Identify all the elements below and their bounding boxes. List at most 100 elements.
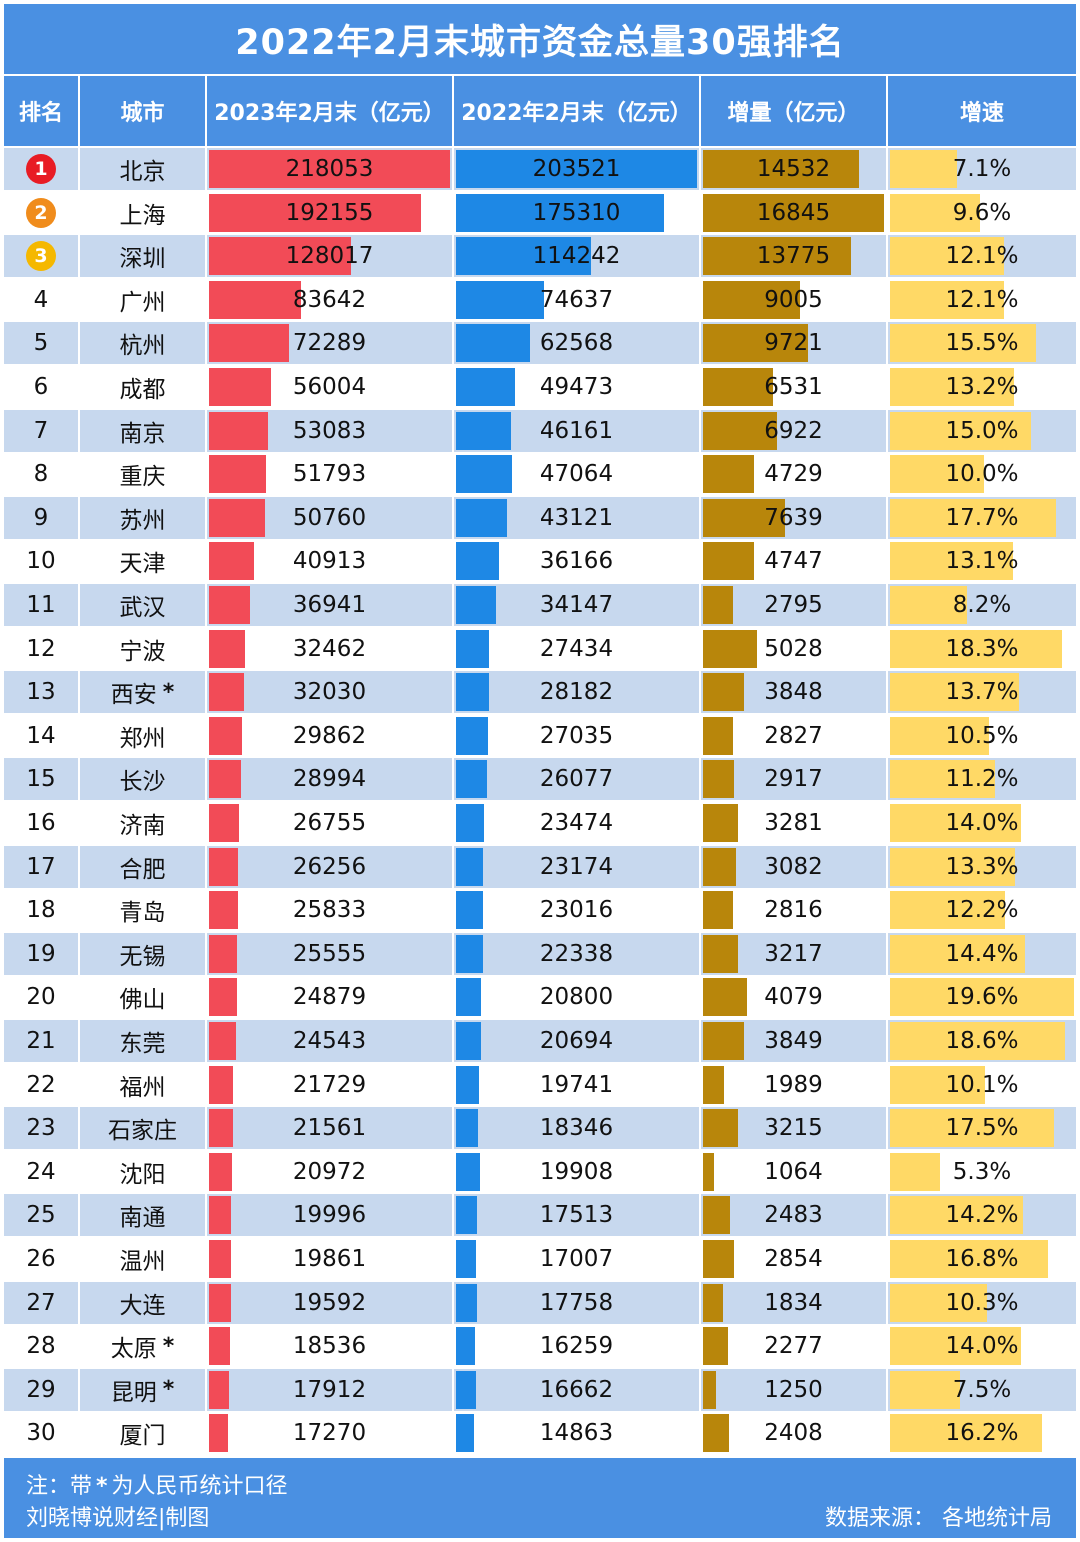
increase-bar: [703, 1240, 734, 1278]
rank-cell: 16: [4, 802, 78, 844]
v2023-cell: 24879: [207, 976, 452, 1019]
city-name: 济南: [119, 813, 166, 839]
v2023-bar: [209, 150, 450, 188]
increase-bar: [703, 1327, 728, 1366]
v2023-bar: [209, 629, 245, 668]
v2023-value: 28994: [292, 766, 367, 793]
increase-cell: 6531: [701, 366, 886, 408]
increase-bar: [703, 847, 737, 886]
v2022-bar: [456, 237, 592, 276]
city-name: 武汉: [119, 595, 166, 621]
table-row: 25 南通 19996 17513 2483 14.2%: [4, 1194, 1076, 1237]
city-cell: 南京: [80, 409, 205, 452]
v2023-value: 40913: [292, 548, 367, 575]
city-cell: 成都: [80, 366, 205, 408]
growth-bar: [890, 324, 1036, 363]
increase-value: 6922: [764, 417, 823, 444]
city-name: 郑州: [119, 725, 166, 752]
v2022-bar: [456, 411, 511, 450]
city-cell: 北京: [80, 148, 205, 190]
v2023-value: 21561: [292, 1115, 367, 1142]
growth-value: 11.2%: [945, 766, 1019, 793]
growth-bar: [890, 1414, 1043, 1453]
v2022-bar: [456, 324, 531, 363]
city-name: 合肥: [119, 856, 166, 883]
v2023-cell: 18536: [207, 1325, 452, 1368]
increase-bar: [703, 498, 786, 537]
v2022-value: 46161: [539, 417, 614, 444]
growth-value: 9.6%: [952, 199, 1012, 226]
v2023-value: 19592: [292, 1289, 367, 1316]
v2022-bar: [456, 1414, 474, 1453]
v2022-value: 27434: [539, 635, 614, 662]
growth-bar: [890, 760, 996, 799]
growth-bar: [890, 237, 1004, 276]
v2022-cell: 34147: [454, 584, 699, 626]
v2023-value: 24879: [292, 984, 367, 1011]
increase-cell: 1064: [701, 1150, 886, 1193]
rank-cell: 11: [4, 584, 78, 626]
v2022-bar: [456, 1022, 481, 1060]
v2022-cell: 16662: [454, 1368, 699, 1411]
v2023-value: 17270: [292, 1420, 367, 1447]
increase-cell: 3848: [701, 671, 886, 714]
city-name: 广州: [119, 289, 166, 316]
v2022-cell: 17513: [454, 1194, 699, 1237]
city-name: 昆明: [110, 1379, 157, 1406]
increase-value: 3848: [764, 679, 823, 706]
increase-cell: 4729: [701, 453, 886, 496]
increase-cell: 2408: [701, 1412, 886, 1455]
v2023-bar: [209, 804, 239, 842]
v2022-cell: 23016: [454, 889, 699, 932]
growth-cell: 14.4%: [888, 932, 1076, 975]
v2023-value: 53083: [292, 417, 367, 444]
growth-cell: 14.0%: [888, 1325, 1076, 1368]
increase-bar: [703, 1196, 730, 1235]
growth-value: 17.5%: [945, 1115, 1019, 1142]
increase-bar: [703, 978, 747, 1017]
v2023-value: 83642: [292, 286, 367, 313]
v2023-cell: 17912: [207, 1368, 452, 1411]
v2022-cell: 20694: [454, 1020, 699, 1062]
v2023-bar: [209, 760, 241, 799]
v2022-bar: [456, 1240, 477, 1278]
increase-cell: 2795: [701, 584, 886, 626]
v2023-bar: [209, 1196, 232, 1235]
v2023-bar: [209, 847, 238, 886]
v2022-cell: 20800: [454, 976, 699, 1019]
increase-value: 5028: [764, 635, 823, 662]
city-cell: 无锡: [80, 932, 205, 975]
growth-bar: [890, 978, 1074, 1017]
increase-bar: [703, 455, 754, 494]
growth-value: 14.2%: [945, 1202, 1019, 1229]
city-cell: 重庆: [80, 453, 205, 496]
v2022-bar: [456, 716, 488, 755]
increase-cell: 2827: [701, 714, 886, 757]
v2022-bar: [456, 1109, 478, 1148]
v2022-cell: 27434: [454, 627, 699, 670]
increase-value: 3082: [764, 853, 823, 880]
city-cell: 合肥: [80, 845, 205, 888]
v2023-cell: 51793: [207, 453, 452, 496]
v2022-cell: 47064: [454, 453, 699, 496]
increase-cell: 3215: [701, 1107, 886, 1150]
v2023-cell: 17270: [207, 1412, 452, 1455]
v2023-value: 72289: [292, 330, 367, 357]
v2022-value: 18346: [539, 1115, 614, 1142]
v2023-value: 17912: [292, 1376, 367, 1403]
growth-bar: [890, 629, 1062, 668]
v2022-value: 47064: [539, 461, 614, 488]
city-cell: 福州: [80, 1063, 205, 1106]
v2023-cell: 21561: [207, 1107, 452, 1150]
rmb-star-icon: *: [162, 1333, 175, 1359]
v2023-bar: [209, 1370, 229, 1409]
table-row: 15 长沙 28994 26077 2917 11.2%: [4, 758, 1076, 801]
v2023-bar: [209, 455, 267, 494]
city-cell: 厦门: [80, 1412, 205, 1455]
v2023-cell: 19592: [207, 1281, 452, 1324]
growth-value: 13.2%: [945, 374, 1019, 400]
v2023-value: 25833: [292, 897, 367, 924]
rank-number: 15: [26, 766, 56, 793]
v2022-bar: [456, 1327, 476, 1366]
header-increase: 增量（亿元）: [701, 76, 886, 146]
